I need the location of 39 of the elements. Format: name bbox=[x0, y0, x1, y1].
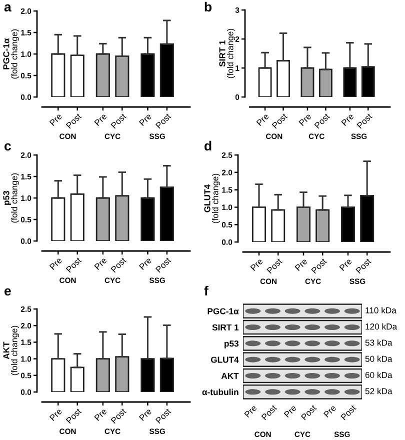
x-tick-label: Pre bbox=[294, 258, 308, 272]
category-label: AKT bbox=[221, 372, 239, 379]
category-label: 120 kDa bbox=[366, 323, 398, 330]
category-label: 60 kDa bbox=[365, 372, 392, 378]
x-tick-label: Pre bbox=[339, 258, 352, 272]
x-tick-label: Pre bbox=[94, 113, 108, 126]
x-tick-label: Pre bbox=[49, 113, 62, 126]
x-tick-label: Pre bbox=[49, 257, 62, 270]
chart-title: c bbox=[4, 143, 11, 151]
chart-title: a bbox=[4, 4, 12, 12]
x-tick-label: Pre bbox=[94, 408, 108, 422]
chart-title: b bbox=[204, 2, 212, 12]
chart-title: e bbox=[4, 288, 11, 296]
y-axis-title: SIRT 1 (fold change) bbox=[219, 28, 236, 78]
x-tick-label: Pre bbox=[341, 113, 354, 126]
y-axis-title: PGC-1α (fold change) bbox=[3, 29, 20, 79]
category-label: SIRT 1 bbox=[212, 324, 239, 330]
y-axis-title: AKT (fold change) bbox=[3, 326, 20, 376]
x-tick-label: Pre bbox=[49, 408, 62, 422]
category-label: 50 kDa bbox=[365, 356, 392, 362]
text: f bbox=[204, 286, 208, 296]
x-tick-label: Post bbox=[314, 112, 330, 129]
category-label: 53 kDa bbox=[365, 339, 392, 346]
chart-title: d bbox=[204, 140, 212, 151]
category-label: GLUT4 bbox=[210, 356, 239, 363]
category-label: α-tubulin bbox=[202, 388, 238, 396]
category-label: 52 kDa bbox=[365, 388, 392, 394]
x-tick-label: Pre bbox=[250, 258, 264, 272]
x-tick-label: Pre bbox=[138, 257, 152, 270]
x-tick-label: Pre bbox=[138, 408, 152, 422]
x-tick-label: Pre bbox=[298, 113, 312, 126]
y-axis-title: GLUT4 (fold change) bbox=[204, 174, 220, 224]
category-label: 110 kDa bbox=[366, 307, 396, 314]
category-label: PGC-1α bbox=[208, 308, 239, 314]
x-tick-label: Pre bbox=[138, 113, 152, 126]
x-tick-label: Pre bbox=[94, 257, 108, 270]
x-tick-label: Pre bbox=[256, 113, 270, 126]
y-axis-title: p53 (fold change) bbox=[3, 173, 20, 223]
category-label: p53 bbox=[224, 340, 239, 348]
